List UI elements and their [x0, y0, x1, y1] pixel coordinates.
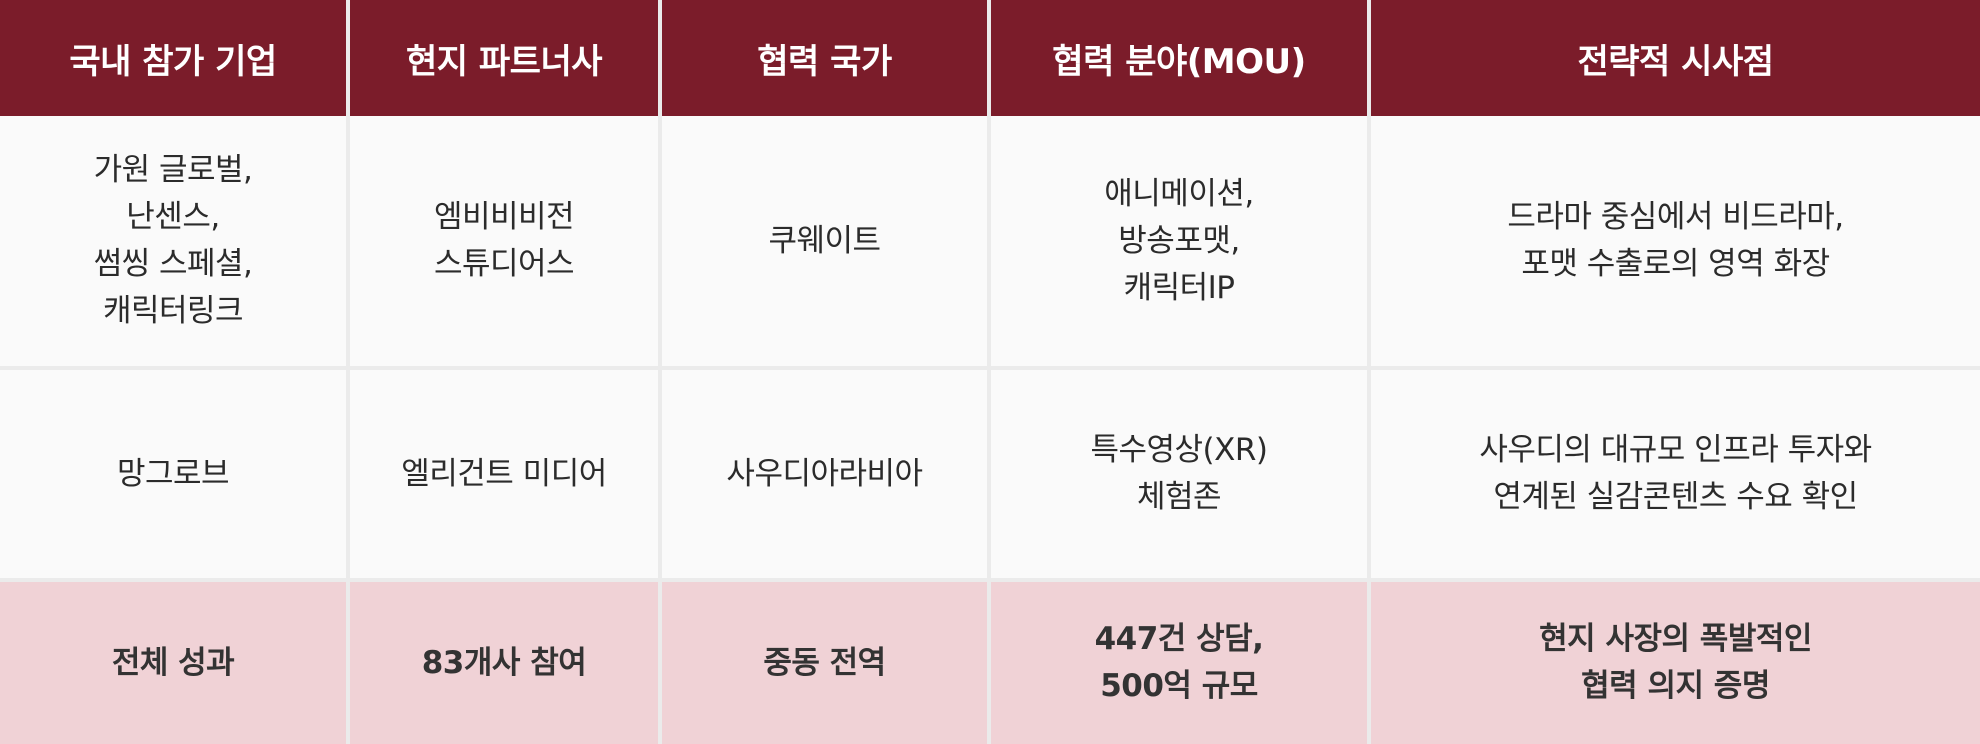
table-cell-companies: 망그로브	[0, 370, 350, 582]
table-cell-partner: 엠비비비전 스튜디어스	[350, 116, 662, 370]
summary-region: 중동 전역	[662, 582, 991, 744]
summary-implication: 현지 사장의 폭발적인 협력 의지 증명	[1371, 582, 1980, 744]
table-row: 가원 글로벌, 난센스, 썸씽 스페셜, 캐릭터링크 엠비비비전 스튜디어스 쿠…	[0, 116, 1980, 370]
table-cell-partner: 엘리건트 미디어	[350, 370, 662, 582]
summary-consultations: 447건 상담, 500억 규모	[991, 582, 1371, 744]
summary-label: 전체 성과	[0, 582, 350, 744]
header-domestic-company: 국내 참가 기업	[0, 0, 350, 116]
table-cell-country: 사우디아라비아	[662, 370, 991, 582]
summary-participants: 83개사 참여	[350, 582, 662, 744]
table-row: 망그로브 엘리건트 미디어 사우디아라비아 특수영상(XR) 체험존 사우디의 …	[0, 370, 1980, 582]
table-cell-field: 특수영상(XR) 체험존	[991, 370, 1371, 582]
header-implication: 전략적 시사점	[1371, 0, 1980, 116]
header-row: 국내 참가 기업 현지 파트너사 협력 국가 협력 분야(MOU) 전략적 시사…	[0, 0, 1980, 116]
table-cell-companies: 가원 글로벌, 난센스, 썸씽 스페셜, 캐릭터링크	[0, 116, 350, 370]
header-country: 협력 국가	[662, 0, 991, 116]
table-cell-implication: 사우디의 대규모 인프라 투자와 연계된 실감콘텐츠 수요 확인	[1371, 370, 1980, 582]
table-cell-country: 쿠웨이트	[662, 116, 991, 370]
header-local-partner: 현지 파트너사	[350, 0, 662, 116]
summary-row: 전체 성과 83개사 참여 중동 전역 447건 상담, 500억 규모 현지 …	[0, 582, 1980, 744]
header-field: 협력 분야(MOU)	[991, 0, 1371, 116]
table-cell-field: 애니메이션, 방송포맷, 캐릭터IP	[991, 116, 1371, 370]
table-cell-implication: 드라마 중심에서 비드라마, 포맷 수출로의 영역 화장	[1371, 116, 1980, 370]
